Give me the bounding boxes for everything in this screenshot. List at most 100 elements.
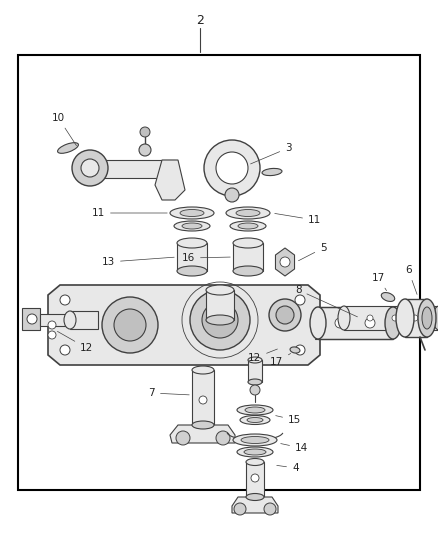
- Circle shape: [295, 295, 305, 305]
- Text: 12: 12: [57, 332, 93, 353]
- Ellipse shape: [192, 421, 214, 429]
- Ellipse shape: [246, 494, 264, 500]
- Ellipse shape: [226, 207, 270, 219]
- Ellipse shape: [433, 306, 438, 330]
- Polygon shape: [170, 425, 235, 443]
- Polygon shape: [155, 160, 185, 200]
- Circle shape: [81, 159, 99, 177]
- Bar: [22, 308, 40, 330]
- Ellipse shape: [206, 285, 234, 295]
- Text: 16: 16: [182, 253, 230, 263]
- Circle shape: [412, 315, 418, 321]
- Bar: [344, 306, 438, 330]
- Circle shape: [27, 314, 37, 324]
- Ellipse shape: [206, 315, 234, 325]
- Circle shape: [102, 297, 158, 353]
- Ellipse shape: [385, 307, 401, 339]
- Circle shape: [199, 396, 207, 404]
- Polygon shape: [232, 497, 278, 513]
- Circle shape: [140, 127, 150, 137]
- Bar: [18, 55, 420, 490]
- Bar: [318, 307, 393, 339]
- Ellipse shape: [244, 449, 266, 455]
- Ellipse shape: [237, 447, 273, 457]
- Bar: [248, 360, 262, 382]
- Ellipse shape: [230, 221, 266, 231]
- Ellipse shape: [310, 307, 326, 339]
- Ellipse shape: [192, 366, 214, 374]
- Ellipse shape: [240, 416, 270, 424]
- Circle shape: [176, 431, 190, 445]
- Ellipse shape: [233, 266, 263, 276]
- Circle shape: [365, 318, 375, 328]
- Bar: [206, 290, 234, 320]
- Ellipse shape: [248, 357, 262, 363]
- Text: 13: 13: [102, 257, 174, 267]
- Ellipse shape: [290, 347, 300, 353]
- Bar: [246, 462, 264, 497]
- Text: 11: 11: [92, 208, 167, 218]
- Ellipse shape: [247, 417, 263, 423]
- Ellipse shape: [262, 168, 282, 175]
- Ellipse shape: [237, 405, 273, 415]
- Circle shape: [225, 188, 239, 202]
- Bar: [40, 314, 70, 326]
- Ellipse shape: [245, 407, 265, 413]
- Text: 12: 12: [248, 349, 277, 363]
- Text: 7: 7: [148, 388, 189, 398]
- Ellipse shape: [177, 266, 207, 276]
- Circle shape: [139, 144, 151, 156]
- Circle shape: [251, 474, 259, 482]
- Circle shape: [72, 150, 108, 186]
- Ellipse shape: [422, 307, 432, 329]
- Bar: [70, 311, 98, 329]
- Ellipse shape: [170, 207, 214, 219]
- Circle shape: [60, 295, 70, 305]
- Polygon shape: [276, 248, 294, 276]
- Bar: [393, 314, 415, 332]
- Text: 17: 17: [270, 353, 291, 367]
- Circle shape: [367, 315, 373, 321]
- Circle shape: [295, 345, 305, 355]
- Circle shape: [216, 152, 248, 184]
- Text: 2: 2: [196, 13, 204, 27]
- Text: 11: 11: [275, 213, 321, 225]
- Bar: [405, 299, 427, 337]
- Ellipse shape: [233, 238, 263, 248]
- Polygon shape: [48, 285, 320, 365]
- Bar: [192, 370, 214, 425]
- Circle shape: [190, 290, 250, 350]
- Bar: [233, 243, 263, 271]
- Ellipse shape: [396, 299, 414, 337]
- Circle shape: [250, 385, 260, 395]
- Circle shape: [264, 503, 276, 515]
- Ellipse shape: [238, 223, 258, 229]
- Polygon shape: [90, 160, 175, 178]
- Circle shape: [204, 140, 260, 196]
- Circle shape: [48, 321, 56, 329]
- Text: 14: 14: [281, 443, 308, 453]
- Circle shape: [48, 331, 56, 339]
- Ellipse shape: [241, 437, 269, 443]
- Ellipse shape: [381, 293, 395, 302]
- Circle shape: [269, 299, 301, 331]
- Circle shape: [392, 315, 398, 321]
- Circle shape: [335, 318, 345, 328]
- Text: 6: 6: [405, 265, 417, 294]
- Bar: [177, 243, 207, 271]
- Circle shape: [114, 309, 146, 341]
- Ellipse shape: [236, 209, 260, 216]
- Ellipse shape: [180, 209, 204, 216]
- Ellipse shape: [182, 223, 202, 229]
- Text: 3: 3: [251, 143, 292, 164]
- Text: 5: 5: [298, 243, 327, 261]
- Ellipse shape: [174, 221, 210, 231]
- Ellipse shape: [177, 238, 207, 248]
- Text: 15: 15: [276, 415, 301, 425]
- Ellipse shape: [246, 458, 264, 465]
- Circle shape: [280, 257, 290, 267]
- Text: 10: 10: [52, 113, 77, 146]
- Ellipse shape: [57, 143, 78, 154]
- Circle shape: [60, 345, 70, 355]
- Circle shape: [276, 306, 294, 324]
